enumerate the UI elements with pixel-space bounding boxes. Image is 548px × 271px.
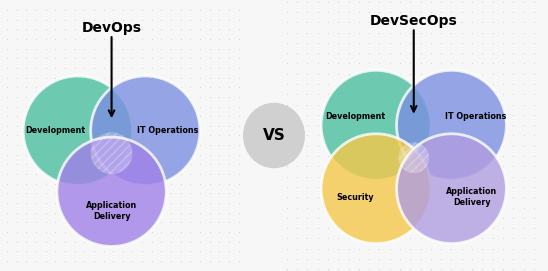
Circle shape xyxy=(321,70,431,180)
Text: Application
Delivery: Application Delivery xyxy=(86,201,137,221)
Text: Security: Security xyxy=(336,193,374,202)
Circle shape xyxy=(321,134,431,244)
Ellipse shape xyxy=(244,104,304,167)
Text: IT Operations: IT Operations xyxy=(445,112,506,121)
Circle shape xyxy=(397,70,506,180)
Circle shape xyxy=(23,76,133,185)
Text: Application
Delivery: Application Delivery xyxy=(447,187,498,207)
Text: Development: Development xyxy=(326,112,385,121)
Circle shape xyxy=(398,142,429,173)
Text: IT Operations: IT Operations xyxy=(137,126,198,135)
Circle shape xyxy=(397,134,506,244)
Text: DevSecOps: DevSecOps xyxy=(370,14,458,28)
Circle shape xyxy=(90,132,133,174)
Circle shape xyxy=(57,137,166,246)
Text: Development: Development xyxy=(25,126,85,135)
Text: VS: VS xyxy=(262,128,286,143)
Text: DevOps: DevOps xyxy=(82,21,141,36)
Circle shape xyxy=(90,76,200,185)
